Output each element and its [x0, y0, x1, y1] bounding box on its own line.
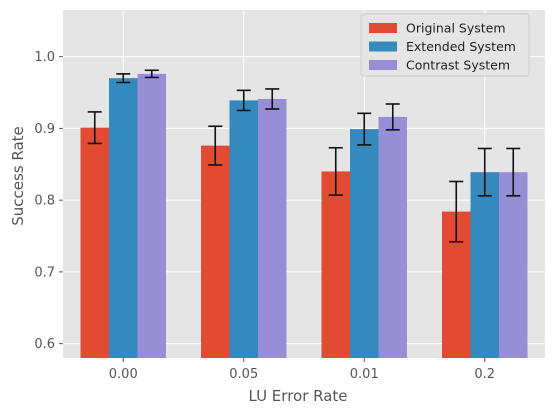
error-bar — [385, 103, 400, 131]
y-tick-label: 0.7 — [34, 265, 55, 280]
y-tick-label: 1.0 — [34, 50, 55, 65]
x-axis-ticks: 0.00 0.05 0.01 0.2 — [109, 358, 495, 382]
error-bar — [506, 147, 521, 197]
bar — [229, 100, 258, 358]
bar — [258, 98, 287, 358]
bars-group — [80, 73, 528, 358]
legend-label: Original System — [406, 21, 506, 36]
bar — [350, 129, 379, 358]
bar — [321, 171, 350, 358]
bar — [80, 127, 109, 358]
x-tick-label: 0.2 — [474, 367, 495, 382]
legend-label: Extended System — [406, 39, 516, 54]
y-tick-label: 0.6 — [34, 337, 55, 352]
legend-label: Contrast System — [406, 58, 510, 73]
x-tick-label: 0.01 — [350, 367, 379, 382]
x-axis-label: LU Error Rate — [248, 387, 347, 405]
y-tick-label: 0.9 — [34, 122, 55, 137]
error-bar — [328, 146, 343, 196]
legend-swatch — [369, 41, 397, 52]
bar — [499, 172, 528, 358]
legend: Original System Extended System Contrast S… — [360, 13, 530, 77]
error-bar — [449, 180, 464, 243]
bar — [137, 73, 166, 358]
bar — [378, 116, 407, 358]
legend-swatch — [369, 23, 397, 33]
error-bars-group — [87, 69, 521, 243]
bar — [109, 78, 138, 358]
error-bar — [87, 111, 102, 145]
bar — [201, 145, 230, 358]
x-tick-label: 0.05 — [229, 367, 258, 382]
x-tick-label: 0.00 — [109, 367, 138, 382]
legend-box — [360, 13, 530, 77]
error-bar — [116, 73, 131, 84]
error-bar — [357, 112, 372, 146]
y-axis-label: Success Rate — [9, 126, 27, 226]
bar — [470, 172, 499, 358]
y-axis-ticks: 0.6 0.7 0.8 0.9 1.0 — [34, 50, 63, 352]
error-bar — [265, 88, 280, 110]
legend-swatch — [369, 60, 397, 70]
error-bar — [208, 125, 223, 166]
y-tick-label: 0.8 — [34, 194, 55, 209]
error-bar — [236, 89, 251, 112]
error-bar — [477, 147, 492, 197]
error-bar — [144, 69, 159, 79]
